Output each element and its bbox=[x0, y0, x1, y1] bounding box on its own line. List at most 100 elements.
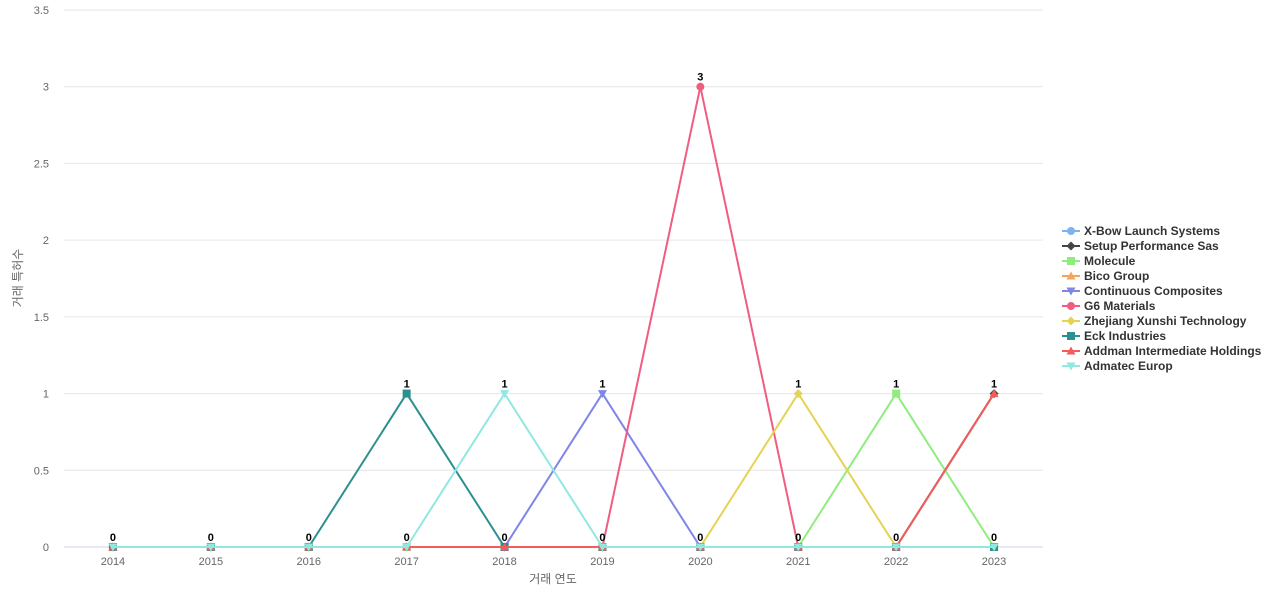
data-label: 0 bbox=[501, 532, 507, 544]
data-label: 1 bbox=[991, 379, 997, 391]
legend-marker bbox=[1067, 331, 1075, 340]
x-tick-label: 2018 bbox=[492, 556, 516, 568]
legend-symbol bbox=[1062, 241, 1080, 250]
legend-symbol bbox=[1062, 226, 1080, 235]
legend-label: G6 Materials bbox=[1084, 298, 1156, 313]
data-label: 0 bbox=[404, 532, 410, 544]
data-point[interactable] bbox=[597, 390, 607, 399]
legend-marker bbox=[1066, 241, 1076, 250]
y-tick-label: 1 bbox=[43, 389, 49, 401]
data-point[interactable] bbox=[793, 543, 803, 552]
x-tick-label: 2015 bbox=[199, 556, 223, 568]
data-label: 1 bbox=[599, 379, 605, 391]
data-point[interactable] bbox=[696, 82, 705, 91]
data-label: 1 bbox=[795, 379, 801, 391]
data-point[interactable] bbox=[402, 543, 412, 552]
legend-marker bbox=[1066, 287, 1076, 295]
y-tick-label: 3 bbox=[43, 82, 49, 94]
data-point[interactable] bbox=[108, 543, 118, 552]
legend-item[interactable]: Eck Industries bbox=[1062, 328, 1261, 343]
legend-symbol bbox=[1062, 256, 1080, 265]
data-point[interactable] bbox=[793, 389, 803, 399]
legend-marker bbox=[1066, 346, 1076, 354]
legend-item[interactable]: G6 Materials bbox=[1062, 298, 1261, 313]
x-tick-label: 2019 bbox=[590, 556, 614, 568]
data-point[interactable] bbox=[500, 542, 510, 551]
data-label: 1 bbox=[893, 379, 899, 391]
data-label: 1 bbox=[501, 379, 507, 391]
data-point[interactable] bbox=[989, 389, 999, 398]
legend-symbol bbox=[1062, 316, 1080, 325]
x-tick-label: 2017 bbox=[394, 556, 418, 568]
x-axis-title: 거래 연도 bbox=[529, 572, 577, 586]
legend-label: X-Bow Launch Systems bbox=[1084, 223, 1221, 238]
data-point[interactable] bbox=[891, 543, 901, 552]
y-axis-ticks: 0 0.5 1 1.5 2 2.5 3 3.5 bbox=[34, 5, 49, 554]
data-label: 0 bbox=[991, 532, 997, 544]
series-line[interactable] bbox=[112, 392, 995, 548]
legend-item[interactable]: Zhejiang Xunshi Technology bbox=[1062, 313, 1261, 328]
y-tick-label: 0 bbox=[43, 542, 49, 554]
legend-item[interactable]: Molecule bbox=[1062, 253, 1261, 268]
data-label: 0 bbox=[795, 532, 801, 544]
data-point[interactable] bbox=[597, 543, 607, 552]
legend-item[interactable]: Admatec Europ bbox=[1062, 358, 1261, 373]
data-label: 0 bbox=[110, 532, 116, 544]
gridlines bbox=[64, 9, 1043, 471]
legend-label: Eck Industries bbox=[1084, 328, 1167, 343]
y-tick-label: 0.5 bbox=[34, 465, 49, 477]
data-point[interactable] bbox=[402, 389, 411, 398]
legend-marker bbox=[1067, 226, 1075, 235]
data-point[interactable] bbox=[304, 543, 314, 552]
legend-symbol bbox=[1062, 346, 1080, 354]
legend: X-Bow Launch Systems Setup Performance Sa… bbox=[1062, 223, 1261, 373]
x-axis-ticks: 2014 2015 2016 2017 2018 2019 2020 2021 2022 2023 bbox=[101, 556, 1007, 568]
data-label: 0 bbox=[306, 532, 312, 544]
legend-symbol bbox=[1062, 362, 1080, 370]
data-labels: 0 0 0 1 0 1 0 1 0 3 0 1 0 1 0 1 0 bbox=[110, 72, 997, 544]
data-point[interactable] bbox=[500, 390, 510, 399]
legend-marker bbox=[1066, 362, 1076, 370]
legend-item[interactable]: X-Bow Launch Systems bbox=[1062, 223, 1261, 238]
y-tick-label: 1.5 bbox=[34, 312, 49, 324]
legend-label: Zhejiang Xunshi Technology bbox=[1084, 313, 1247, 328]
legend-item[interactable]: Setup Performance Sas bbox=[1062, 238, 1261, 253]
x-tick-label: 2022 bbox=[884, 556, 908, 568]
legend-label: Addman Intermediate Holdings bbox=[1084, 343, 1262, 358]
data-point[interactable] bbox=[695, 543, 705, 552]
data-point[interactable] bbox=[892, 389, 901, 398]
data-label: 0 bbox=[893, 532, 899, 544]
data-point[interactable] bbox=[206, 543, 216, 552]
data-label: 0 bbox=[208, 532, 214, 544]
legend-label: Bico Group bbox=[1084, 268, 1150, 283]
legend-marker bbox=[1067, 301, 1075, 310]
legend-symbol bbox=[1062, 271, 1080, 279]
legend-marker bbox=[1067, 256, 1075, 265]
x-tick-label: 2016 bbox=[297, 556, 321, 568]
data-label: 0 bbox=[599, 532, 605, 544]
x-tick-label: 2021 bbox=[786, 556, 810, 568]
legend-symbol bbox=[1062, 287, 1080, 295]
legend-symbol bbox=[1062, 331, 1080, 340]
legend-label: Continuous Composites bbox=[1084, 283, 1223, 298]
legend-marker bbox=[1066, 316, 1076, 325]
legend-symbol bbox=[1062, 301, 1080, 310]
legend-item[interactable]: Continuous Composites bbox=[1062, 283, 1261, 298]
data-label: 0 bbox=[697, 532, 703, 544]
data-point[interactable] bbox=[989, 543, 999, 552]
y-tick-label: 2 bbox=[43, 235, 49, 247]
series-admatec-europ bbox=[108, 390, 999, 552]
legend-item[interactable]: Addman Intermediate Holdings bbox=[1062, 343, 1261, 358]
legend-item[interactable]: Bico Group bbox=[1062, 268, 1261, 283]
legend-marker bbox=[1066, 271, 1076, 279]
y-tick-label: 3.5 bbox=[34, 5, 49, 17]
data-label: 1 bbox=[404, 379, 410, 391]
legend-label: Admatec Europ bbox=[1084, 358, 1173, 373]
x-tick-label: 2020 bbox=[688, 556, 712, 568]
x-tick-label: 2014 bbox=[101, 556, 125, 568]
y-tick-label: 2.5 bbox=[34, 158, 49, 170]
data-label: 3 bbox=[697, 72, 703, 84]
y-axis-title: 거래 특허수 bbox=[11, 249, 25, 308]
x-tick-label: 2023 bbox=[982, 556, 1006, 568]
